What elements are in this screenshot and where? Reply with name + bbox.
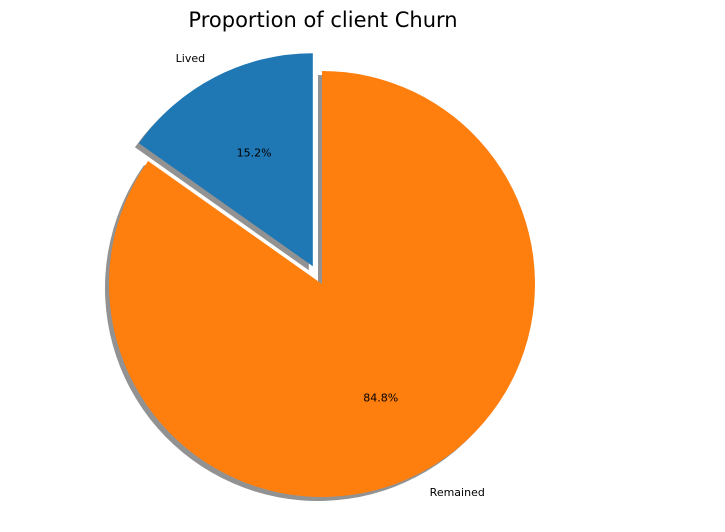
pie-slices [109, 53, 535, 497]
slice-label-lived: Lived [176, 52, 205, 65]
slice-percent-remained: 84.8% [363, 392, 398, 405]
pie-slice-lived [138, 53, 313, 267]
pie-slice-remained [109, 71, 535, 497]
slice-percent-lived: 15.2% [237, 147, 272, 160]
slice-label-remained: Remained [430, 486, 485, 499]
slice-labels: Lived 15.2% Remained 84.8% [176, 52, 485, 499]
chart-title: Proportion of client Churn [188, 8, 457, 32]
